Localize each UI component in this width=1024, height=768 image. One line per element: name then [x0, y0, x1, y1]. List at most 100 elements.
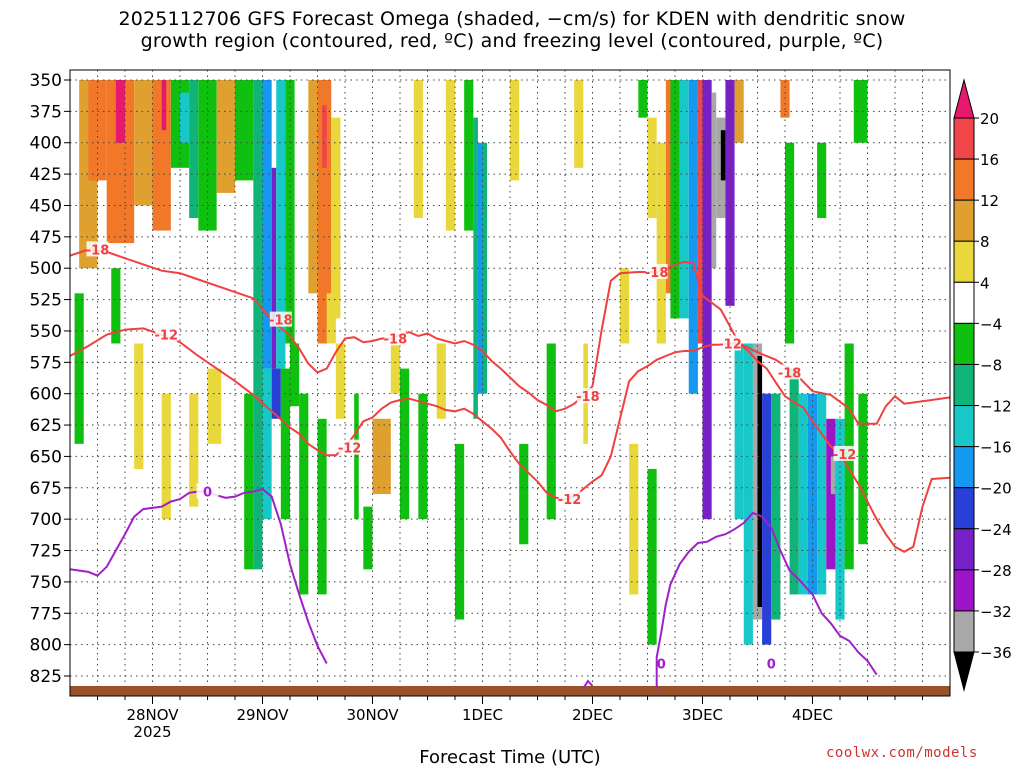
colorbar-tick-label: 20	[980, 110, 999, 128]
omega-cell	[620, 268, 630, 344]
omega-cell	[638, 80, 648, 118]
omega-cell	[335, 343, 345, 419]
omega-cell	[725, 80, 735, 306]
colorbar: 20 16 12 8 4 −4 −8 −12 −16 −20 −24 −28 −32 −36	[953, 78, 1012, 692]
omega-cell	[734, 343, 744, 520]
contour-label-bg	[558, 491, 581, 507]
omega-cell	[299, 393, 309, 595]
y-tick-label: 350	[30, 71, 62, 91]
y-tick-label: 650	[30, 447, 62, 467]
omega-cell	[647, 468, 657, 645]
omega-cell	[464, 80, 474, 231]
chart-title-line2: growth region (contoured, red, ºC) and f…	[140, 30, 884, 52]
omega-cell	[762, 393, 772, 645]
omega-cell	[235, 80, 254, 181]
colorbar-tick-label: −32	[980, 603, 1012, 621]
contour-freezing-level-0b	[655, 511, 878, 689]
x-tick-label: 30NOV	[346, 706, 399, 724]
omega-cell	[679, 80, 689, 319]
omega-cell	[697, 80, 703, 344]
omega-cell	[455, 443, 465, 620]
contour-label-bg	[269, 311, 292, 327]
omega-cell	[271, 368, 281, 419]
omega-cell	[771, 393, 781, 620]
chart-title: 2025112706 GFS Forecast Omega (shaded, −…	[0, 8, 1024, 52]
omega-cell	[688, 80, 698, 394]
contour-label: -12	[558, 493, 582, 508]
omega-cell	[413, 80, 423, 219]
omega-cell	[74, 293, 84, 444]
contour-label-bg	[719, 335, 741, 351]
omega-cell	[798, 393, 808, 595]
colorbar-swatch	[953, 117, 975, 160]
omega-cell	[734, 80, 744, 143]
colorbar-tick-label: −28	[980, 562, 1012, 580]
omega-cell	[817, 142, 827, 219]
omega-cell	[711, 92, 717, 269]
contour-label: -12	[338, 442, 362, 457]
colorbar-swatch	[953, 446, 975, 489]
y-tick-label: 725	[30, 542, 62, 562]
colorbar-tick-label: 4	[980, 274, 990, 292]
y-tick-label: 800	[30, 636, 62, 656]
omega-cell	[789, 368, 799, 595]
omega-cell	[276, 80, 286, 369]
x-tick-sublabel: 2025	[133, 723, 171, 741]
x-axis-label: Forecast Time (UTC)	[419, 747, 600, 768]
omega-cell	[390, 343, 400, 394]
y-tick-label: 675	[30, 479, 62, 499]
omega-cell	[253, 80, 263, 344]
colorbar-swatch	[953, 363, 975, 407]
omega-cell	[445, 80, 455, 231]
contour-label: -18	[576, 390, 600, 405]
y-tick-label: 550	[30, 322, 62, 342]
omega-cell	[629, 443, 639, 595]
colorbar-tick-label: −36	[980, 644, 1012, 662]
omega-cell	[785, 142, 795, 344]
colorbar-tick-label: −12	[980, 398, 1012, 416]
terrain-band	[70, 686, 950, 696]
contour-label-bg	[760, 655, 783, 671]
terrain	[70, 686, 950, 696]
omega-cell	[285, 80, 295, 344]
colorbar-tick-label: 8	[980, 233, 990, 251]
y-tick-label: 700	[30, 510, 62, 530]
omega-cell	[363, 506, 373, 570]
contour-label: -18	[269, 314, 293, 329]
contour-label: -12	[155, 329, 179, 344]
omega-cell	[326, 293, 336, 344]
colorbar-swatch	[953, 199, 975, 242]
omega-cell	[331, 117, 341, 319]
contour-label: -18	[778, 366, 802, 381]
omega-cell	[180, 92, 190, 143]
credit-link[interactable]: coolwx.com/models	[826, 745, 978, 761]
omega-cell	[720, 130, 726, 181]
omega-cell	[482, 142, 488, 394]
y-tick-label: 375	[30, 102, 62, 122]
y-tick-label: 500	[30, 259, 62, 279]
chart-title-line1: 2025112706 GFS Forecast Omega (shaded, −…	[118, 8, 906, 30]
colorbar-swatch	[953, 487, 975, 530]
x-tick-label: 1DEC	[462, 706, 503, 724]
omega-cell	[134, 343, 144, 469]
x-tick-label: 3DEC	[682, 706, 723, 724]
contour-label: 0	[203, 486, 212, 501]
contour-label: -18	[86, 243, 110, 258]
contour-label-bg	[155, 326, 178, 342]
y-tick-label: 450	[30, 196, 62, 216]
contour-dgz-minus12	[69, 327, 951, 553]
contour-label-bg	[196, 483, 219, 499]
contour-label: -18	[384, 332, 408, 347]
omega-cell	[280, 368, 290, 520]
contour-label-bg	[778, 364, 801, 380]
colorbar-tick-label: −16	[980, 439, 1012, 457]
colorbar-tick-label: −24	[980, 521, 1012, 539]
contours: -18 -18 -18 -18 -18 -18 -12 -12 -12 -12 -12 0 0 0	[69, 241, 951, 690]
omega-cell	[111, 268, 121, 344]
colorbar-swatch	[953, 610, 975, 653]
contour-label-bg	[338, 439, 361, 455]
colorbar-swatch	[953, 158, 975, 201]
y-tick-label: 600	[30, 385, 62, 405]
colorbar-tick-label: −4	[980, 315, 1002, 333]
